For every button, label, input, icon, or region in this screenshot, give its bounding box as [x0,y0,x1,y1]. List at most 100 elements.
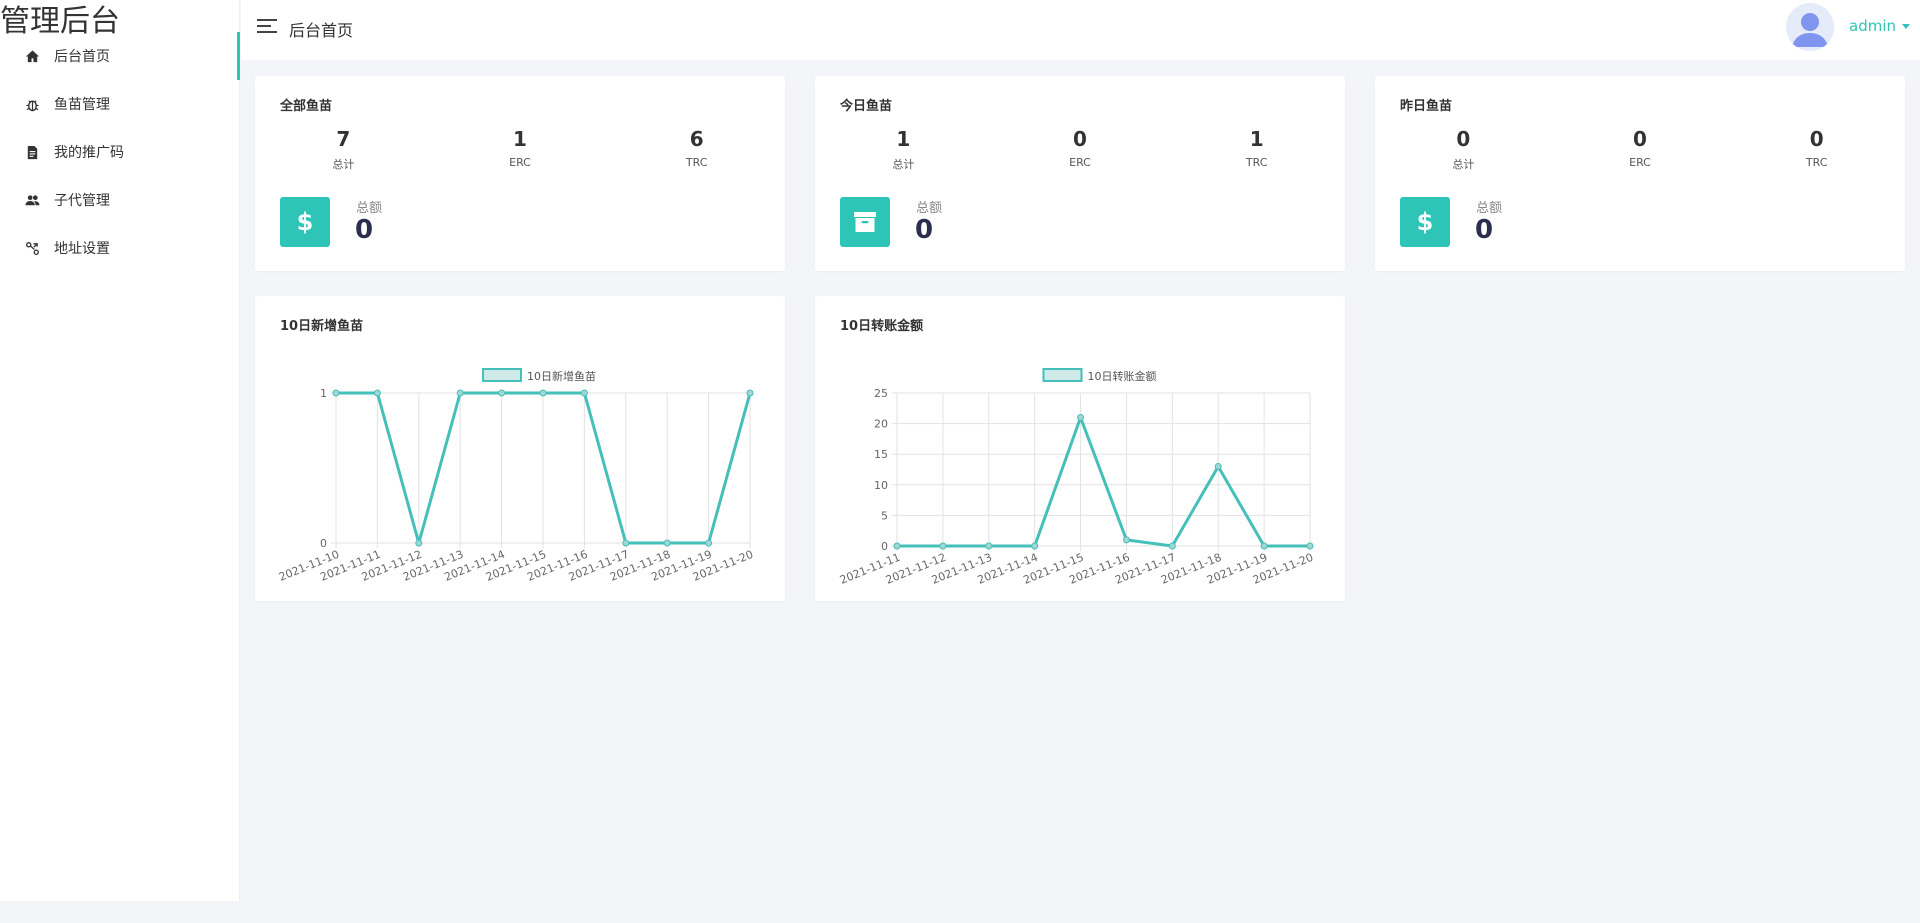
home-icon [22,48,42,64]
dollar-icon: $ [1400,197,1450,247]
data-point [1122,536,1130,544]
stat-card-today: 今日鱼苗 1 总计 0 ERC 1 TRC 总额 0 [815,76,1345,271]
stat-value: 0 [1809,127,1824,151]
sidebar-item-promo-code[interactable]: 我的推广码 [0,128,240,176]
sum-value: 0 [915,215,934,245]
card-title: 今日鱼苗 [840,99,893,114]
stat-value: 6 [689,127,704,151]
archive-icon [840,197,890,247]
sum-label: 总额 [1476,201,1503,216]
bug-icon [22,96,42,112]
stat-value: 0 [1456,127,1471,151]
stat-erc: 0 ERC [1552,126,1729,172]
data-point [456,389,464,397]
stat-erc: 1 ERC [432,126,609,172]
data-point [622,539,630,547]
chevron-down-icon [1902,24,1910,29]
sum-label: 总额 [916,201,943,216]
data-point [1260,542,1268,550]
stat-total: 7 总计 [255,126,432,172]
data-point [939,542,947,550]
avatar[interactable] [1786,3,1834,51]
stats-row: 1 总计 0 ERC 1 TRC [815,126,1345,172]
sidebar-item-dashboard[interactable]: 后台首页 [0,32,240,80]
data-point [705,539,713,547]
route-icon [22,240,42,256]
data-point [373,389,381,397]
sidebar-item-label: 我的推广码 [54,145,124,161]
sidebar-item-fish-fry[interactable]: 鱼苗管理 [0,80,240,128]
y-tick-label: 0 [320,537,327,550]
sidebar-item-sub-agents[interactable]: 子代管理 [0,176,240,224]
stat-trc: 0 TRC [1728,126,1905,172]
brand-title: 管理后台 [0,4,120,39]
y-tick-label: 5 [881,509,888,522]
data-point [580,389,588,397]
data-point [1306,542,1314,550]
stat-label: ERC [1629,156,1651,169]
username: admin [1849,17,1896,35]
y-tick-label: 1 [320,387,327,400]
data-point [1077,413,1085,421]
stat-label: 总计 [1452,158,1475,171]
legend-swatch [482,368,522,382]
stat-card-all: 全部鱼苗 7 总计 1 ERC 6 TRC $ 总额 0 [255,76,785,271]
sum-value: 0 [355,215,374,245]
legend-label: 10日新增鱼苗 [527,369,596,383]
stat-label: 总计 [332,158,355,171]
sidebar-item-label: 后台首页 [54,49,110,65]
stat-trc: 1 TRC [1168,126,1345,172]
data-point [746,389,754,397]
sum-label: 总额 [356,201,383,216]
line-chart-new-fry: 10日新增鱼苗012021-11-102021-11-112021-11-122… [277,368,755,584]
stats-row: 7 总计 1 ERC 6 TRC [255,126,785,172]
menu-toggle-icon[interactable] [257,19,277,35]
card-title: 昨日鱼苗 [1400,99,1453,114]
sidebar-item-label: 子代管理 [54,193,110,209]
chart-card-new-fry: 10日新增鱼苗 10日新增鱼苗 0 1 2021-11-10 2021-11-11 202… [255,296,785,601]
stat-value: 1 [513,127,527,151]
stat-card-yesterday: 昨日鱼苗 0 总计 0 ERC 0 TRC $ 总额 0 [1375,76,1905,271]
data-point [415,539,423,547]
y-tick-label: 0 [881,540,888,553]
data-point [1214,462,1222,470]
document-icon [22,144,42,160]
data-point [332,389,340,397]
user-menu-button[interactable]: admin [1849,17,1910,35]
card-title: 10日新增鱼苗 [280,319,364,334]
stat-value: 7 [336,127,351,151]
y-tick-label: 20 [874,418,888,431]
card-title: 全部鱼苗 [280,99,333,114]
y-tick-label: 10 [874,479,888,492]
sidebar-item-address-settings[interactable]: 地址设置 [0,224,240,272]
stat-label: 总计 [892,158,915,171]
series-line [897,415,1310,548]
stats-row: 0 总计 0 ERC 0 TRC [1375,126,1905,172]
stat-trc: 6 TRC [608,126,785,172]
card-title: 10日转账金额 [840,319,924,334]
top-header: 后台首页 admin [241,0,1920,60]
data-point [1031,542,1039,550]
users-icon [22,192,42,208]
sidebar: 管理后台 后台首页 鱼苗管理 我的推广码 子代管理 [0,0,240,901]
sidebar-item-label: 鱼苗管理 [54,97,110,113]
page-title: 后台首页 [289,21,354,40]
data-point [985,542,993,550]
legend-label: 10日转账金额 [1088,369,1157,383]
stat-total: 1 总计 [815,126,992,172]
sidebar-item-label: 地址设置 [54,241,110,257]
sidebar-menu: 后台首页 鱼苗管理 我的推广码 子代管理 地址设置 [0,32,240,272]
stat-value: 1 [1249,127,1264,151]
chart-card-transfer-amount: 10日转账金额 10日转账金额 0 5 10 15 20 25 2021-11-11 2021-… [815,296,1345,601]
stat-label: TRC [685,156,708,169]
data-point [498,389,506,397]
stat-total: 0 总计 [1375,126,1552,172]
stat-value: 0 [1073,127,1087,151]
stat-erc: 0 ERC [992,126,1169,172]
legend-swatch [1042,368,1083,382]
y-tick-label: 25 [874,387,888,400]
stat-label: ERC [1069,156,1091,169]
stat-value: 0 [1633,127,1647,151]
y-tick-label: 15 [874,448,888,461]
data-point [663,539,671,547]
